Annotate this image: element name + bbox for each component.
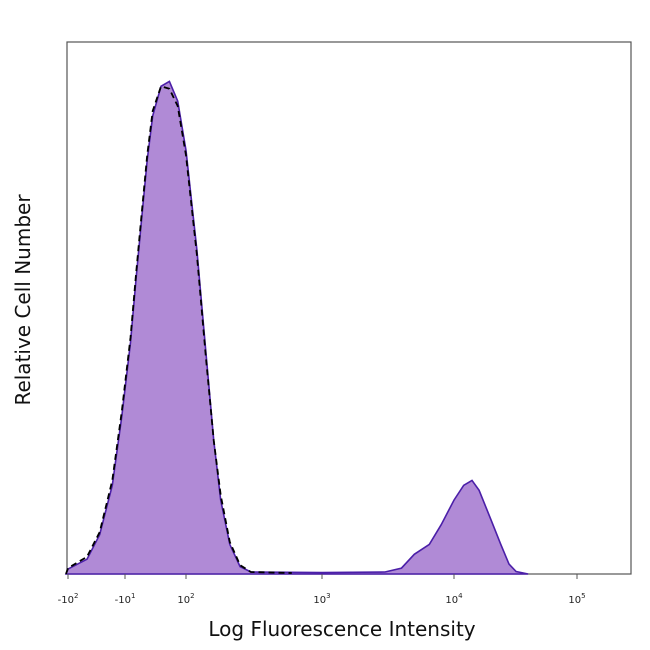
x-tick-label: 103	[313, 592, 330, 606]
x-tick-label: 102	[177, 592, 194, 606]
x-tick-label: 105	[568, 592, 585, 606]
x-tick-label: -101	[115, 592, 136, 606]
series-layer	[64, 80, 529, 575]
y-axis-title: Relative Cell Number	[11, 194, 35, 406]
x-axis-ticks: -102 -101 102 103 104 105	[58, 574, 586, 606]
x-tick-label: -102	[58, 592, 79, 606]
control-histogram-line	[65, 85, 292, 575]
x-axis-title: Log Fluorescence Intensity	[208, 617, 475, 641]
x-tick-label: 104	[445, 592, 463, 606]
